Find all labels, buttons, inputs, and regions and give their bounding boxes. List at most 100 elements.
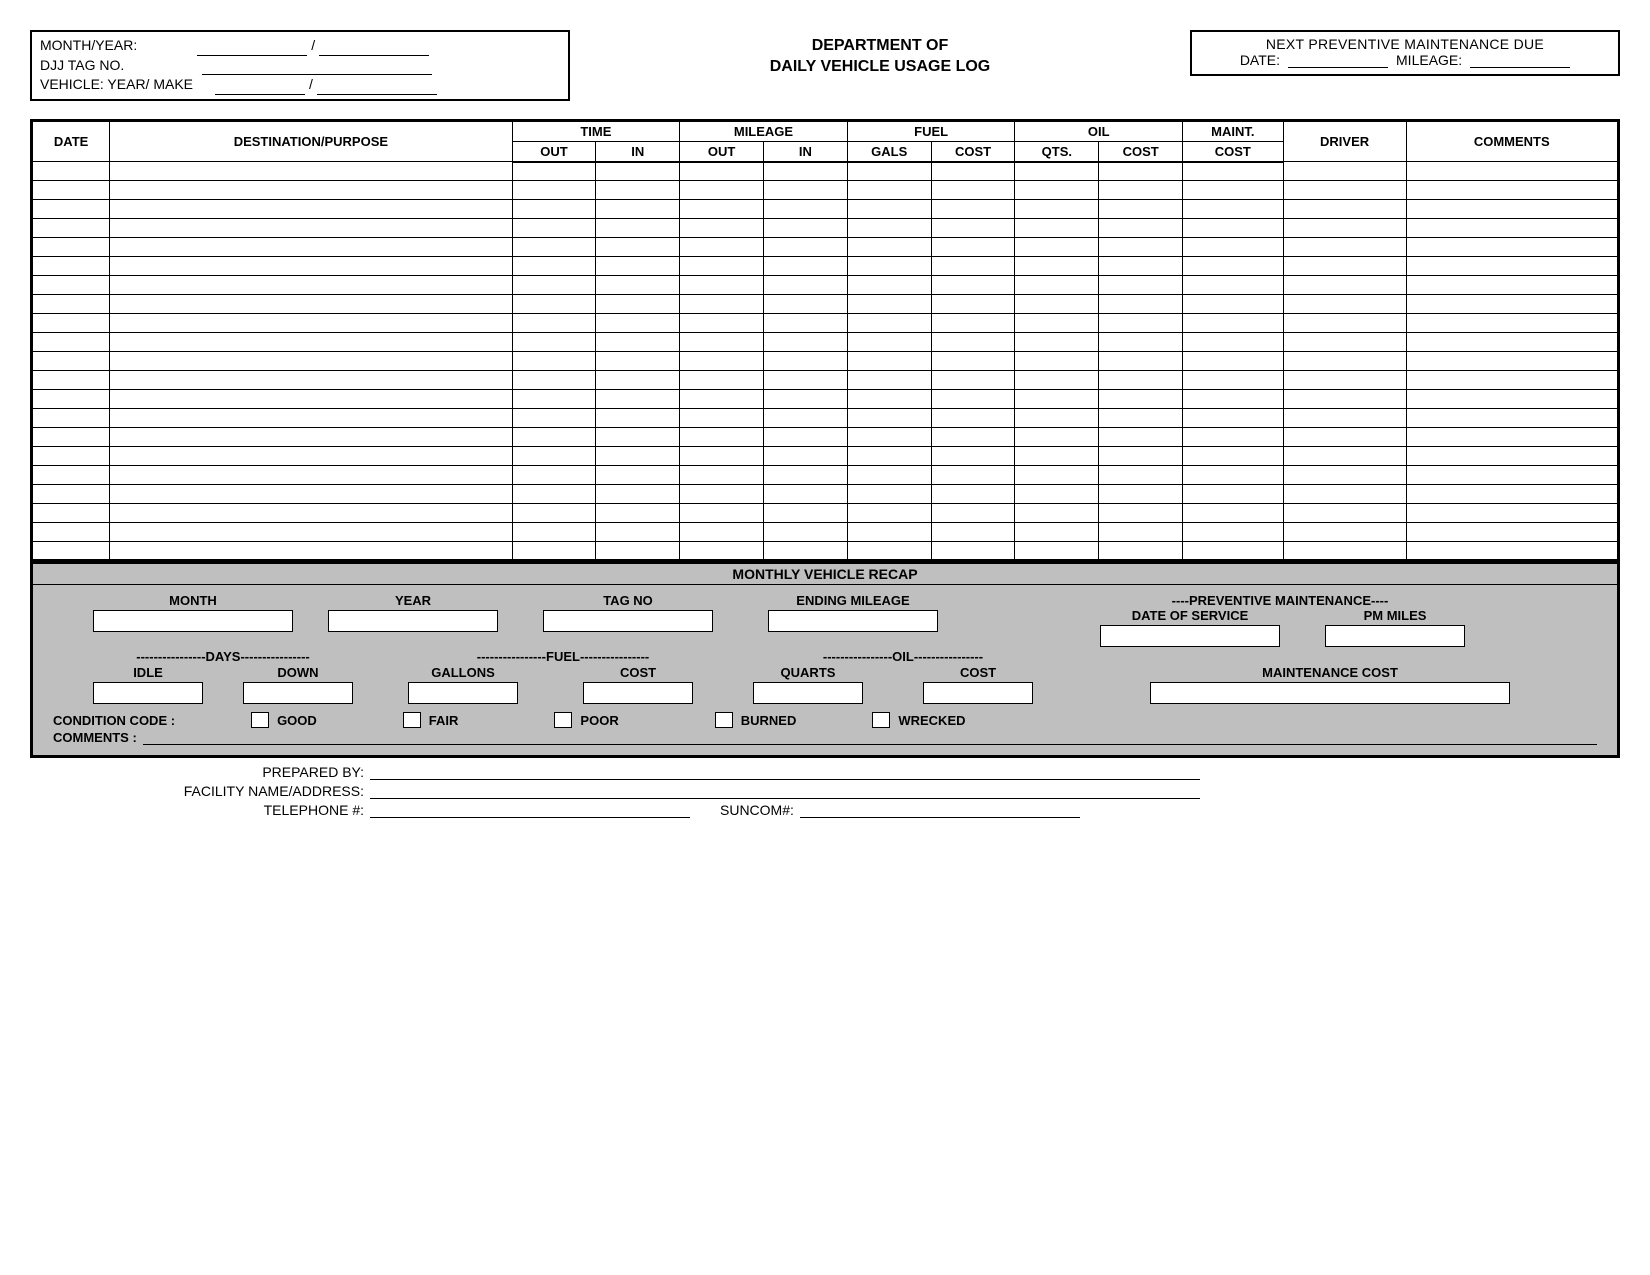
table-cell[interactable] <box>32 466 110 485</box>
table-cell[interactable] <box>680 542 764 561</box>
table-cell[interactable] <box>1183 371 1284 390</box>
table-cell[interactable] <box>931 200 1015 219</box>
table-cell[interactable] <box>32 200 110 219</box>
table-cell[interactable] <box>110 542 512 561</box>
table-cell[interactable] <box>1183 314 1284 333</box>
table-cell[interactable] <box>1015 523 1099 542</box>
table-cell[interactable] <box>110 200 512 219</box>
table-cell[interactable] <box>1183 200 1284 219</box>
table-cell[interactable] <box>931 314 1015 333</box>
table-cell[interactable] <box>1099 181 1183 200</box>
table-cell[interactable] <box>110 523 512 542</box>
table-cell[interactable] <box>110 257 512 276</box>
table-cell[interactable] <box>1183 181 1284 200</box>
table-cell[interactable] <box>1099 162 1183 181</box>
table-cell[interactable] <box>596 200 680 219</box>
table-cell[interactable] <box>1099 409 1183 428</box>
table-cell[interactable] <box>512 219 596 238</box>
table-cell[interactable] <box>1099 333 1183 352</box>
table-cell[interactable] <box>1406 447 1618 466</box>
table-cell[interactable] <box>1406 181 1618 200</box>
table-cell[interactable] <box>1183 276 1284 295</box>
table-cell[interactable] <box>763 314 847 333</box>
table-cell[interactable] <box>763 371 847 390</box>
recap-endmileage-box[interactable] <box>768 610 938 632</box>
table-cell[interactable] <box>680 485 764 504</box>
table-cell[interactable] <box>763 504 847 523</box>
table-cell[interactable] <box>1183 219 1284 238</box>
table-cell[interactable] <box>763 181 847 200</box>
table-cell[interactable] <box>1406 428 1618 447</box>
table-cell[interactable] <box>1099 276 1183 295</box>
table-cell[interactable] <box>1015 238 1099 257</box>
table-cell[interactable] <box>763 333 847 352</box>
checkbox-wrecked[interactable] <box>872 712 890 728</box>
table-cell[interactable] <box>680 447 764 466</box>
table-cell[interactable] <box>596 542 680 561</box>
table-cell[interactable] <box>1283 447 1406 466</box>
table-cell[interactable] <box>680 428 764 447</box>
table-cell[interactable] <box>931 162 1015 181</box>
table-cell[interactable] <box>763 162 847 181</box>
table-cell[interactable] <box>1283 352 1406 371</box>
telephone-blank[interactable] <box>370 803 690 818</box>
table-cell[interactable] <box>1183 162 1284 181</box>
table-cell[interactable] <box>1406 314 1618 333</box>
table-cell[interactable] <box>1406 257 1618 276</box>
table-cell[interactable] <box>1183 257 1284 276</box>
table-cell[interactable] <box>763 485 847 504</box>
recap-comments-blank[interactable] <box>143 731 1597 745</box>
table-cell[interactable] <box>596 238 680 257</box>
table-cell[interactable] <box>1099 257 1183 276</box>
table-cell[interactable] <box>931 257 1015 276</box>
table-cell[interactable] <box>596 295 680 314</box>
table-cell[interactable] <box>1283 257 1406 276</box>
table-cell[interactable] <box>763 200 847 219</box>
table-cell[interactable] <box>1406 333 1618 352</box>
table-cell[interactable] <box>1406 371 1618 390</box>
table-cell[interactable] <box>680 276 764 295</box>
table-cell[interactable] <box>680 504 764 523</box>
table-cell[interactable] <box>1183 523 1284 542</box>
table-cell[interactable] <box>1015 276 1099 295</box>
table-cell[interactable] <box>1015 542 1099 561</box>
table-cell[interactable] <box>1406 466 1618 485</box>
table-cell[interactable] <box>512 257 596 276</box>
table-cell[interactable] <box>931 219 1015 238</box>
table-cell[interactable] <box>1015 333 1099 352</box>
recap-fuelcost-box[interactable] <box>583 682 693 704</box>
table-cell[interactable] <box>847 466 931 485</box>
table-cell[interactable] <box>32 542 110 561</box>
table-cell[interactable] <box>32 447 110 466</box>
vehicle-year-blank[interactable] <box>215 81 305 95</box>
table-cell[interactable] <box>596 371 680 390</box>
table-cell[interactable] <box>32 162 110 181</box>
table-cell[interactable] <box>512 276 596 295</box>
table-cell[interactable] <box>763 542 847 561</box>
checkbox-burned[interactable] <box>715 712 733 728</box>
table-cell[interactable] <box>1015 200 1099 219</box>
table-cell[interactable] <box>32 523 110 542</box>
facility-blank[interactable] <box>370 784 1200 799</box>
table-cell[interactable] <box>110 238 512 257</box>
table-cell[interactable] <box>680 181 764 200</box>
table-cell[interactable] <box>847 333 931 352</box>
table-cell[interactable] <box>512 504 596 523</box>
pm-mileage-blank[interactable] <box>1470 54 1570 68</box>
table-cell[interactable] <box>596 352 680 371</box>
table-cell[interactable] <box>1015 447 1099 466</box>
table-cell[interactable] <box>931 428 1015 447</box>
table-cell[interactable] <box>931 504 1015 523</box>
table-cell[interactable] <box>596 314 680 333</box>
table-cell[interactable] <box>847 523 931 542</box>
table-cell[interactable] <box>32 485 110 504</box>
table-cell[interactable] <box>596 333 680 352</box>
table-cell[interactable] <box>1406 504 1618 523</box>
table-cell[interactable] <box>1015 257 1099 276</box>
table-cell[interactable] <box>596 219 680 238</box>
recap-quarts-box[interactable] <box>753 682 863 704</box>
table-cell[interactable] <box>1099 371 1183 390</box>
table-cell[interactable] <box>596 504 680 523</box>
table-cell[interactable] <box>512 409 596 428</box>
table-cell[interactable] <box>847 162 931 181</box>
